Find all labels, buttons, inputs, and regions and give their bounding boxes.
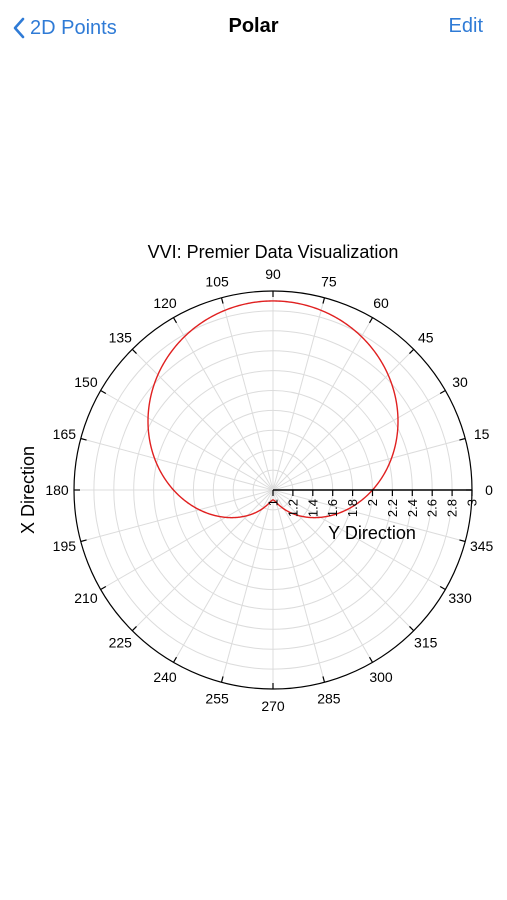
- grid-spoke: [221, 489, 274, 683]
- radial-tick-label: 2.6: [425, 499, 440, 517]
- angle-tick-label: 90: [265, 266, 281, 282]
- angle-tick-label: 45: [418, 329, 434, 345]
- back-button[interactable]: 2D Points: [12, 14, 117, 42]
- angle-tick: [220, 676, 224, 683]
- angle-tick-label: 60: [373, 295, 389, 311]
- angle-tick: [80, 437, 87, 441]
- grid-spoke: [80, 438, 274, 491]
- grid-spoke: [80, 489, 274, 542]
- grid-spoke: [272, 390, 446, 491]
- radial-tick-label: 1.4: [305, 499, 320, 517]
- curve-layer: [147, 300, 399, 519]
- angle-tick: [100, 585, 107, 591]
- angle-tick-label: 15: [474, 426, 490, 442]
- radial-tick-label: 2.4: [405, 499, 420, 517]
- grid-spoke: [272, 317, 373, 491]
- angle-tick: [439, 585, 446, 591]
- angle-tick: [459, 539, 466, 543]
- angle-tick-label: 225: [109, 635, 133, 651]
- angle-tick: [409, 626, 415, 632]
- angle-tick-label: 180: [45, 482, 69, 498]
- angle-tick: [368, 656, 374, 663]
- chart-title: VVI: Premier Data Visualization: [148, 242, 399, 262]
- angle-tick-label: 30: [452, 374, 468, 390]
- angle-tick: [80, 539, 87, 543]
- edit-button[interactable]: Edit: [448, 15, 483, 37]
- angle-tick-label: 75: [321, 273, 337, 289]
- angle-tick: [220, 297, 224, 304]
- angular-axis-label: X Direction: [18, 446, 38, 534]
- angle-tick-label: 240: [153, 669, 177, 685]
- radial-tick-label: 1.8: [345, 499, 360, 517]
- axis-layer: 0153045607590105120135150165180195210225…: [45, 266, 493, 714]
- grid-spoke: [173, 489, 274, 663]
- grid-spoke: [272, 489, 466, 542]
- grid-spoke: [272, 348, 415, 491]
- angle-tick-label: 255: [205, 691, 229, 707]
- angle-tick: [131, 626, 137, 632]
- angle-tick: [172, 656, 178, 663]
- grid-spoke: [272, 297, 325, 491]
- grid-spoke: [272, 489, 415, 632]
- grid-spoke: [272, 489, 373, 663]
- angle-tick-label: 270: [261, 698, 285, 714]
- radial-tick-label: 2: [365, 499, 380, 506]
- angle-tick-label: 345: [470, 538, 494, 554]
- angle-tick: [409, 348, 415, 354]
- radial-tick-label: 1: [266, 499, 281, 506]
- angle-tick-label: 0: [485, 482, 493, 498]
- angle-tick-label: 315: [414, 635, 438, 651]
- grid-spoke: [272, 438, 466, 491]
- angle-tick: [172, 317, 178, 324]
- angle-tick-label: 195: [53, 538, 77, 554]
- angle-tick-label: 300: [369, 669, 393, 685]
- back-button-label: 2D Points: [30, 16, 117, 39]
- grid-spoke: [272, 489, 446, 590]
- angle-tick: [131, 348, 137, 354]
- polar-grid: [74, 291, 472, 689]
- radial-tick-label: 1.2: [285, 499, 300, 517]
- angle-tick: [100, 389, 107, 395]
- radial-tick-label: 2.2: [385, 499, 400, 517]
- angle-tick: [368, 317, 374, 324]
- angle-tick-label: 165: [53, 426, 77, 442]
- angle-tick: [322, 297, 326, 304]
- radial-tick-label: 2.8: [445, 499, 460, 517]
- angle-tick-label: 210: [74, 590, 98, 606]
- angle-tick: [459, 437, 466, 441]
- grid-spoke: [221, 297, 274, 491]
- radial-tick-label: 3: [465, 499, 480, 506]
- angle-tick-label: 285: [317, 691, 341, 707]
- angle-tick: [439, 389, 446, 395]
- grid-spoke: [100, 390, 274, 491]
- angle-tick-label: 120: [153, 295, 177, 311]
- radial-axis-label: Y Direction: [328, 523, 416, 543]
- chevron-left-icon: [13, 17, 25, 39]
- angle-tick-label: 105: [205, 273, 229, 289]
- angle-tick-label: 150: [74, 374, 98, 390]
- grid-spoke: [272, 489, 325, 683]
- grid-spoke: [131, 348, 274, 491]
- angle-tick-label: 135: [109, 329, 133, 345]
- radial-tick-label: 1.6: [325, 499, 340, 517]
- grid-spoke: [131, 489, 274, 632]
- data-curve: [147, 300, 399, 519]
- angle-tick-label: 330: [448, 590, 472, 606]
- angle-tick: [322, 676, 326, 683]
- grid-spoke: [173, 317, 274, 491]
- grid-spoke: [100, 489, 274, 590]
